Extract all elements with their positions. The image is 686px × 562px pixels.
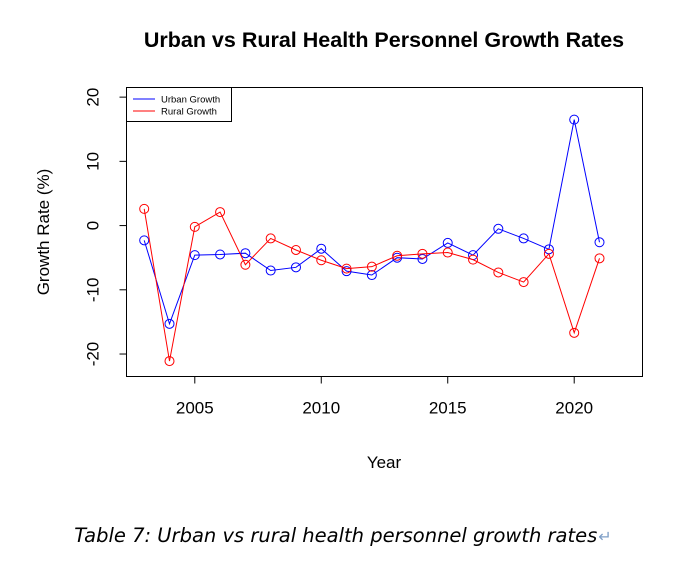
- data-point-rural-growth: [594, 253, 605, 264]
- x-axis: 2005 2010 2015 2020: [176, 376, 593, 418]
- data-point-urban-growth: [215, 249, 226, 260]
- data-point-rural-growth: [215, 207, 226, 218]
- paragraph-return-mark: ↵: [598, 527, 612, 546]
- data-point-urban-growth: [366, 270, 377, 281]
- data-point-rural-growth: [493, 267, 504, 278]
- data-point-rural-growth: [468, 254, 479, 265]
- series-layer: [139, 114, 605, 367]
- data-point-urban-growth: [290, 262, 301, 273]
- data-point-urban-growth: [189, 250, 200, 261]
- y-tick-label: -20: [84, 342, 103, 367]
- series-line-rural-growth: [143, 208, 600, 362]
- series-rural-growth: [139, 203, 605, 367]
- plot-frame: [126, 87, 643, 377]
- data-point-urban-growth: [594, 237, 605, 248]
- data-point-rural-growth: [341, 263, 352, 274]
- data-point-rural-growth: [189, 221, 200, 232]
- data-point-rural-growth: [164, 356, 175, 367]
- data-point-rural-growth: [316, 255, 327, 266]
- data-point-urban-growth: [518, 233, 529, 244]
- y-tick-label: 0: [84, 221, 103, 230]
- y-tick-label: -10: [84, 278, 103, 303]
- data-point-rural-growth: [417, 248, 428, 259]
- data-point-rural-growth: [518, 277, 529, 288]
- data-point-urban-growth: [341, 266, 352, 277]
- data-point-rural-growth: [543, 248, 554, 259]
- data-point-urban-growth: [139, 235, 150, 246]
- figure-caption: Table 7: Urban vs rural health personnel…: [0, 524, 686, 547]
- growth-rate-chart: Urban vs Rural Health Personnel Growth R…: [34, 28, 643, 472]
- x-axis-label: Year: [367, 453, 402, 472]
- x-tick-label: 2015: [429, 399, 467, 418]
- legend-label-rural-growth: Rural Growth: [161, 107, 217, 118]
- data-point-rural-growth: [139, 203, 150, 214]
- y-tick-label: 20: [84, 88, 103, 107]
- y-axis-label: Growth Rate (%): [34, 169, 53, 296]
- data-point-rural-growth: [392, 250, 403, 261]
- series-urban-growth: [139, 114, 605, 329]
- data-point-rural-growth: [265, 233, 276, 244]
- data-point-urban-growth: [164, 318, 175, 329]
- data-point-rural-growth: [290, 244, 301, 255]
- data-point-urban-growth: [569, 114, 580, 125]
- x-tick-label: 2005: [176, 399, 214, 418]
- caption-text: Table 7: Urban vs rural health personnel…: [74, 524, 598, 547]
- data-point-rural-growth: [569, 327, 580, 338]
- legend-label-urban-growth: Urban Growth: [161, 95, 220, 106]
- chart-title: Urban vs Rural Health Personnel Growth R…: [144, 28, 624, 52]
- data-point-urban-growth: [442, 237, 453, 248]
- data-point-rural-growth: [366, 261, 377, 272]
- data-point-urban-growth: [316, 243, 327, 254]
- data-point-rural-growth: [240, 259, 251, 270]
- x-tick-label: 2020: [555, 399, 593, 418]
- data-point-urban-growth: [240, 248, 251, 259]
- x-tick-label: 2010: [302, 399, 340, 418]
- y-tick-label: 10: [84, 152, 103, 171]
- data-point-urban-growth: [417, 253, 428, 264]
- data-point-urban-growth: [265, 265, 276, 276]
- series-line-urban-growth: [143, 119, 600, 326]
- data-point-rural-growth: [442, 247, 453, 258]
- data-point-urban-growth: [493, 223, 504, 234]
- y-axis: -20 -10 0 10 20: [84, 88, 127, 367]
- legend-box: [126, 87, 232, 122]
